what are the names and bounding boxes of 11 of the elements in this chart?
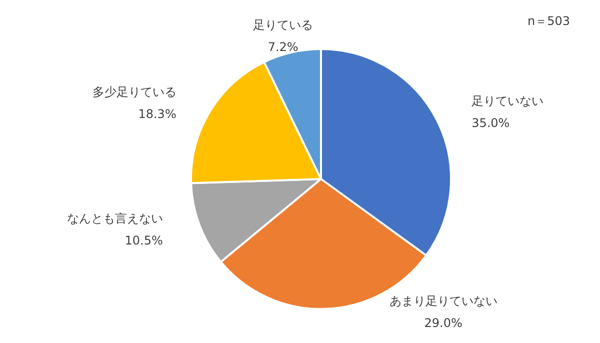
data-label: 29.0% xyxy=(424,316,462,330)
slice-label: あまり足りていない xyxy=(389,294,498,308)
data-label: 10.5% xyxy=(124,234,163,248)
slice-label: 足りている xyxy=(253,18,314,32)
data-label: 7.2% xyxy=(268,40,298,54)
slice-label: 多少足りている xyxy=(92,84,176,99)
data-label: 18.3% xyxy=(138,106,176,121)
slice-label: なんとも言えない xyxy=(66,212,163,226)
data-label: 35.0% xyxy=(472,116,510,130)
text: n＝503 xyxy=(527,14,570,28)
slice-label: 足りていない xyxy=(472,94,544,108)
